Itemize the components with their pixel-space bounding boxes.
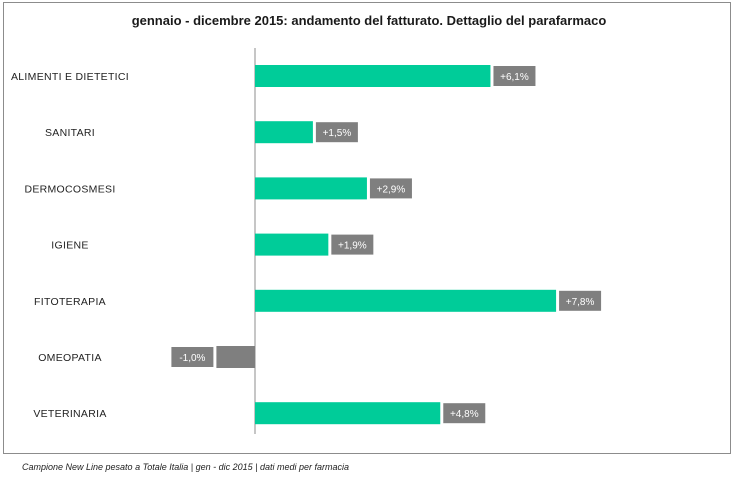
category-label: VETERINARIA	[33, 408, 106, 420]
data-label: +1,9%	[338, 241, 367, 252]
bar	[216, 346, 255, 368]
data-label: -1,0%	[179, 353, 205, 364]
source-note: Campione New Line pesato a Totale Italia…	[22, 462, 350, 472]
bar	[255, 402, 441, 425]
data-label-box	[171, 347, 214, 367]
category-label: DERMOCOSMESI	[24, 183, 115, 195]
bar	[255, 289, 557, 312]
data-label-box	[493, 66, 536, 86]
bar	[255, 177, 367, 200]
category-label: FITOTERAPIA	[34, 296, 106, 308]
data-label: +1,5%	[323, 128, 352, 139]
bar	[255, 233, 329, 256]
data-label-box	[315, 122, 358, 143]
data-label-box	[369, 178, 412, 199]
chart-title: gennaio - dicembre 2015: andamento del f…	[131, 13, 607, 28]
data-label-box	[443, 403, 486, 424]
data-label-box	[559, 290, 602, 311]
data-label: +2,9%	[377, 184, 406, 195]
data-label: +4,8%	[450, 409, 479, 420]
bar	[255, 65, 491, 87]
category-label: SANITARI	[45, 127, 95, 139]
data-label-box	[331, 234, 374, 255]
data-label: +6,1%	[500, 72, 529, 83]
bar	[255, 121, 313, 144]
category-label: ALIMENTI E DIETETICI	[11, 71, 129, 83]
category-label: IGIENE	[51, 240, 88, 252]
data-label: +7,8%	[566, 297, 595, 308]
category-label: OMEOPATIA	[38, 352, 102, 364]
